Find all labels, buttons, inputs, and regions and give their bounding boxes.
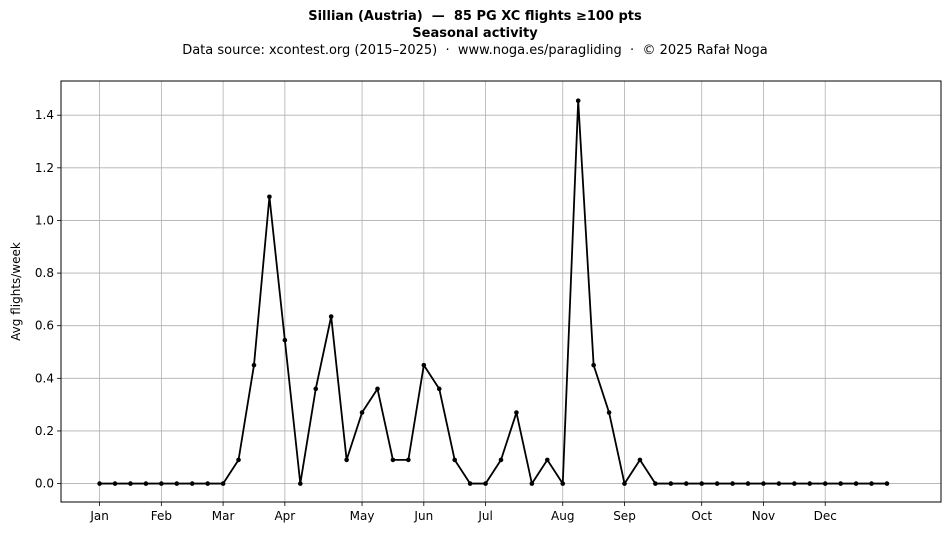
data-point	[112, 481, 118, 486]
chart-subtitle: Seasonal activity	[412, 26, 538, 41]
y-tick-label: 0.4	[35, 371, 54, 385]
x-tick-label: Jan	[89, 509, 109, 523]
data-point	[745, 481, 751, 486]
y-tick-label: 1.4	[35, 108, 54, 122]
data-point	[653, 481, 658, 486]
data-point	[792, 481, 797, 486]
data-point	[575, 98, 581, 104]
x-tick-label: Feb	[151, 509, 172, 523]
chart-titles: Sillian (Austria) — 85 PG XC flights ≥10…	[0, 8, 950, 59]
data-point	[668, 481, 674, 486]
data-point	[529, 481, 535, 486]
x-tick-label: Sep	[613, 509, 636, 523]
data-point	[498, 457, 504, 463]
data-point	[205, 481, 210, 486]
data-point	[406, 457, 411, 463]
x-tick-label: Apr	[274, 509, 295, 523]
x-tick-label: May	[350, 509, 375, 523]
data-point	[328, 314, 334, 319]
y-axis-label: Avg flights/week	[9, 242, 23, 341]
y-tick-label: 0.8	[35, 266, 54, 280]
data-point	[699, 481, 705, 486]
data-point	[822, 481, 828, 486]
data-point	[560, 481, 566, 486]
y-tick-label: 1.2	[35, 161, 54, 175]
data-point	[776, 481, 782, 486]
data-point	[344, 457, 349, 463]
data-point	[143, 481, 149, 486]
data-point	[452, 457, 457, 463]
y-tick-label: 0.0	[35, 477, 54, 491]
data-point	[297, 481, 303, 486]
x-tick-label: Aug	[551, 509, 574, 523]
data-point	[683, 481, 689, 486]
series-path	[99, 99, 887, 485]
data-point	[761, 481, 766, 486]
data-point	[714, 481, 720, 486]
data-point	[591, 362, 596, 368]
data-point	[159, 481, 164, 486]
data-point	[622, 481, 627, 486]
data-point	[483, 481, 488, 486]
data-point	[220, 481, 226, 486]
x-tick-label: Jun	[413, 509, 433, 523]
x-tick-label: Dec	[814, 509, 837, 523]
x-tick-label: Mar	[212, 509, 235, 523]
y-tick-label: 0.6	[35, 319, 54, 333]
data-point	[359, 410, 365, 415]
chart-source-note: Data source: xcontest.org (2015–2025) · …	[182, 43, 768, 58]
data-point	[236, 457, 241, 463]
data-point	[514, 410, 519, 415]
data-point	[97, 481, 102, 486]
x-tick-label: Nov	[752, 509, 775, 523]
data-point	[545, 457, 550, 463]
y-axis: 0.0 0.2 0.4 0.6 0.8 1.0 1.2 1.4	[35, 108, 61, 491]
data-point	[838, 481, 843, 486]
data-point	[282, 337, 288, 343]
data-point	[251, 362, 257, 368]
data-point	[436, 386, 442, 392]
data-point	[375, 386, 380, 392]
series-line	[97, 98, 890, 486]
data-point	[390, 457, 396, 463]
y-tick-label: 1.0	[35, 213, 54, 227]
data-point	[128, 481, 133, 486]
data-point	[313, 386, 319, 392]
y-tick-label: 0.2	[35, 424, 54, 438]
data-point	[174, 481, 180, 486]
data-point	[884, 481, 890, 486]
data-point	[467, 481, 473, 486]
data-point	[853, 481, 859, 486]
data-point	[730, 481, 735, 486]
data-point	[421, 362, 427, 368]
data-point	[606, 410, 612, 415]
chart-title: Sillian (Austria) — 85 PG XC flights ≥10…	[308, 9, 642, 24]
data-point	[267, 194, 272, 200]
data-point	[869, 481, 874, 486]
plot-frame	[60, 80, 942, 503]
x-tick-label: Jul	[477, 509, 492, 523]
x-axis: Jan Feb Mar Apr May Jun Jul Aug Sep Oct Nov Dec	[89, 502, 837, 523]
data-point	[637, 457, 643, 463]
x-tick-label: Oct	[691, 509, 712, 523]
grid-lines	[61, 81, 941, 502]
data-point	[189, 481, 195, 486]
data-point	[807, 481, 813, 486]
